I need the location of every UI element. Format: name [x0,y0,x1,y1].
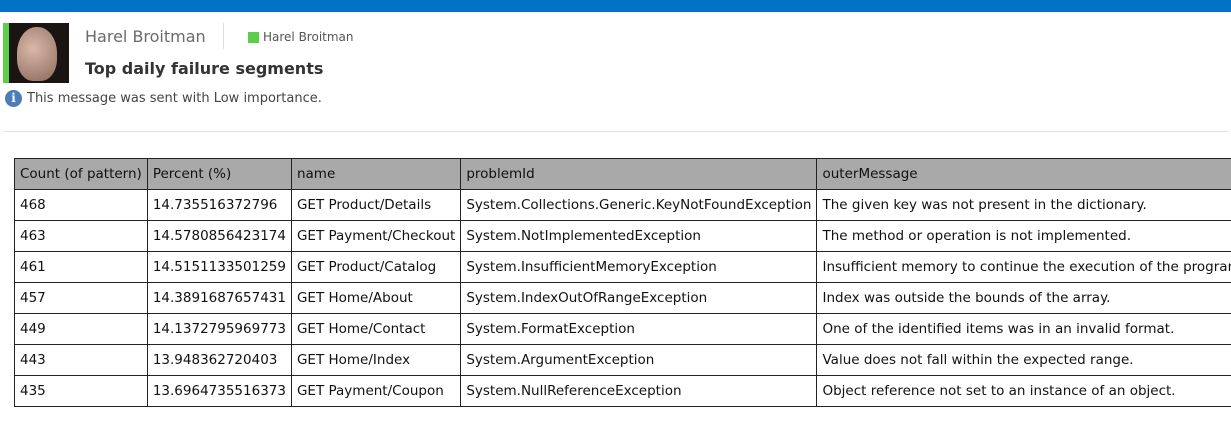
presence-icon [248,31,259,43]
sender-avatar[interactable] [3,23,69,83]
table-cell: Value does not fall within the expected … [816,344,1231,376]
message-subject: Top daily failure segments [85,59,324,78]
table-row: 449 14.1372795969773 GET Home/Contact Syste… [14,313,1231,345]
table-cell: GET Home/Index [290,344,462,376]
top-bar [0,0,1231,12]
table-cell: 14.1372795969773 [146,313,292,345]
column-header: name [290,158,462,190]
table-cell: GET Payment/Coupon [290,375,462,407]
sender-name[interactable]: Harel Broitman [85,27,206,46]
table-cell: 463 [14,220,148,252]
table-cell: 14.3891687657431 [146,282,292,314]
importance-notice: i This message was sent with Low importan… [5,90,322,107]
table-cell: Object reference not set to an instance … [816,375,1231,407]
table-row: 468 14.735516372796 GET Product/Details Sys… [14,189,1231,221]
column-header: Count (of pattern) [14,158,148,190]
table-cell: 14.5780856423174 [146,220,292,252]
table-row: 435 13.6964735516373 GET Payment/Coupon Sys… [14,375,1231,407]
table-cell: System.ArgumentException [460,344,818,376]
recipient-name: Harel Broitman [263,30,354,44]
importance-text: This message was sent with Low importanc… [27,91,322,106]
column-header: outerMessage [816,158,1231,190]
table-cell: 14.735516372796 [146,189,292,221]
table-cell: One of the identified items was in an in… [816,313,1231,345]
table-cell: System.IndexOutOfRangeException [460,282,818,314]
table-cell: GET Product/Details [290,189,462,221]
table-cell: The method or operation is not implement… [816,220,1231,252]
table-cell: System.NullReferenceException [460,375,818,407]
table-cell: GET Home/About [290,282,462,314]
table-row: 443 13.948362720403 GET Home/Index System.A… [14,344,1231,376]
table-cell: 14.5151133501259 [146,251,292,283]
table-cell: The given key was not present in the dic… [816,189,1231,221]
table-cell: 461 [14,251,148,283]
table-cell: 13.948362720403 [146,344,292,376]
table-cell: System.NotImplementedException [460,220,818,252]
header-row: Count (of pattern) Percent (%) name prob… [14,158,1231,190]
column-header: Percent (%) [146,158,292,190]
table-cell: 457 [14,282,148,314]
table-cell: Index was outside the bounds of the arra… [816,282,1231,314]
divider [3,131,1228,132]
table-cell: GET Product/Catalog [290,251,462,283]
presence-indicator [3,23,9,83]
table-cell: GET Home/Contact [290,313,462,345]
table-cell: 435 [14,375,148,407]
table-cell: 449 [14,313,148,345]
table-cell: System.InsufficientMemoryException [460,251,818,283]
table-cell: System.Collections.Generic.KeyNotFoundEx… [460,189,818,221]
table-cell: GET Payment/Checkout [290,220,462,252]
table-cell: 443 [14,344,148,376]
divider [223,23,224,49]
failure-table: Count (of pattern) Percent (%) name prob… [14,158,1231,407]
table-cell: System.FormatException [460,313,818,345]
avatar-photo [17,27,57,81]
table-cell: Insufficient memory to continue the exec… [816,251,1231,283]
table-row: 461 14.5151133501259 GET Product/Catalog Sy… [14,251,1231,283]
table-cell: 468 [14,189,148,221]
info-icon: i [5,90,22,107]
column-header: problemId [460,158,818,190]
table-row: 457 14.3891687657431 GET Home/About System.… [14,282,1231,314]
table-row: 463 14.5780856423174 GET Payment/Checkout S… [14,220,1231,252]
recipient[interactable]: Harel Broitman [248,30,354,44]
table-cell: 13.6964735516373 [146,375,292,407]
